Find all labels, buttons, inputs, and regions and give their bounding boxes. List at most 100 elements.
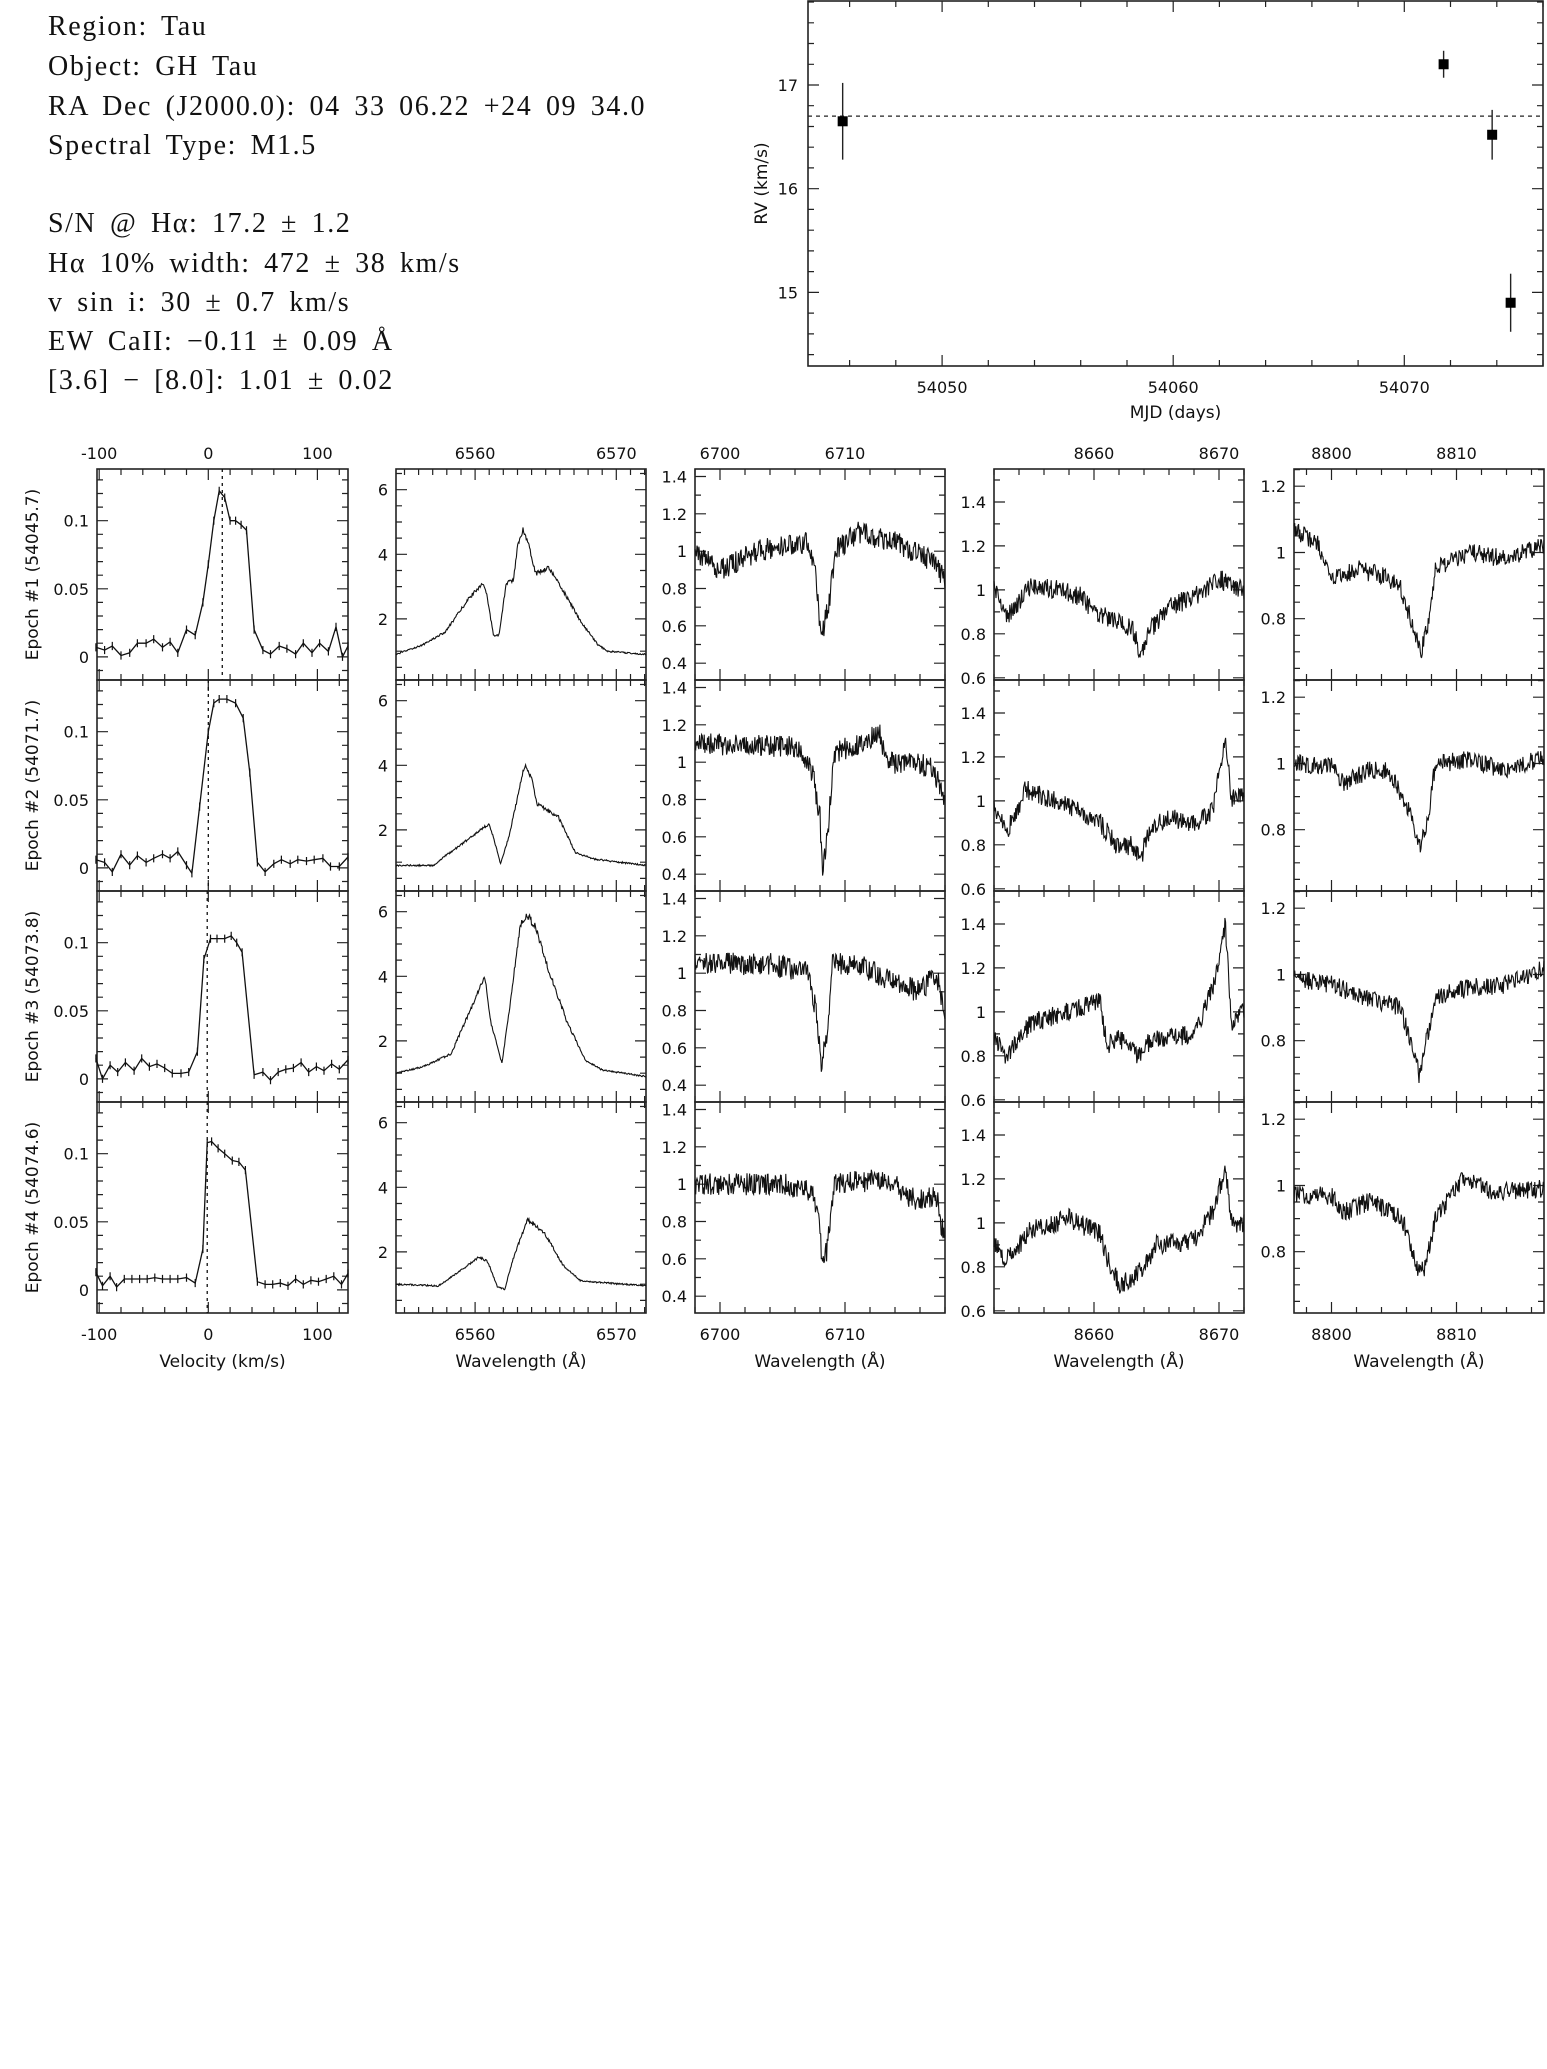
x-tick-label: 6700 — [700, 1325, 741, 1344]
spectrum-line — [395, 1216, 647, 1291]
info-ew-caii: EW CaII: −0.11 ± 0.09 Å — [48, 326, 394, 357]
data-point — [837, 116, 848, 127]
y-tick-label: 0 — [79, 1281, 89, 1300]
tick-marks — [97, 680, 348, 891]
panel-epoch4-col4: 0.6 0.8 1 1.2 1.4 8660 8670 Wavelength (Å) — [961, 1101, 1245, 1372]
x-tick-label-top: 8670 — [1199, 444, 1240, 463]
y-tick-label: 1 — [976, 1003, 986, 1022]
spectrum-line — [1293, 751, 1545, 853]
data-point — [1487, 129, 1498, 140]
y-tick-label: 0.8 — [662, 1002, 687, 1021]
info-sn: S/N @ Hα: 17.2 ± 1.2 — [48, 208, 352, 239]
y-tick-label: 0.8 — [662, 1213, 687, 1232]
spectrum-line — [1293, 960, 1545, 1084]
y-tick-label: 1 — [677, 542, 687, 561]
panel-epoch2-col1: 0 0.05 0.1 Epoch #2 (54071.7) — [23, 679, 349, 892]
tick-marks — [1294, 891, 1544, 1102]
y-tick-label: 1.2 — [1261, 899, 1286, 918]
plot-frame — [1293, 1101, 1545, 1314]
x-tick-label: 100 — [302, 1325, 333, 1344]
y-tick-label: 0.6 — [662, 1039, 687, 1058]
tick-marks — [1294, 680, 1544, 891]
tick-marks — [993, 680, 1245, 891]
x-tick-label-top: -100 — [81, 444, 117, 463]
spectrum-line — [694, 521, 946, 637]
x-tick-label: 54060 — [1148, 378, 1199, 397]
rv-chart: 54050 54060 54070 15 16 17 MJD (days) RV (km/s) — [752, 0, 1544, 423]
y-tick-label: 0.6 — [961, 1302, 986, 1321]
y-tick-label: 1.4 — [662, 678, 687, 697]
plot-frame — [1293, 468, 1545, 681]
y-tick-label: 1.4 — [662, 889, 687, 908]
y-tick-label: 1.2 — [1261, 688, 1286, 707]
y-tick-label: 1.2 — [1261, 477, 1286, 496]
info-region: Region: Tau — [48, 11, 208, 42]
x-axis-label: Wavelength (Å) — [754, 1350, 885, 1372]
y-tick-label: 0.6 — [662, 1250, 687, 1269]
tick-marks — [396, 1102, 646, 1313]
info-color: [3.6] − [8.0]: 1.01 ± 0.02 — [48, 365, 394, 396]
y-tick-label: 0.4 — [662, 1287, 687, 1306]
x-tick-label: 8670 — [1199, 1325, 1240, 1344]
y-tick-label: 0.1 — [64, 934, 89, 953]
x-tick-label: 8800 — [1311, 1325, 1352, 1344]
plot-frame — [993, 1101, 1245, 1314]
info-vsini: v sin i: 30 ± 0.7 km/s — [48, 287, 351, 318]
y-tick-label: 0.4 — [662, 654, 687, 673]
panel-epoch4-col2: 2 4 6 6560 6570 Wavelength (Å) — [378, 1101, 647, 1372]
plot-frame — [395, 468, 647, 681]
y-tick-label: 0.8 — [961, 625, 986, 644]
y-tick-label: 0.05 — [53, 791, 89, 810]
x-tick-label: 6570 — [596, 1325, 637, 1344]
velocity-profile — [95, 1140, 349, 1289]
y-tick-label: 2 — [378, 1032, 388, 1051]
plot-frame — [993, 468, 1245, 681]
plot-frame — [807, 0, 1544, 367]
tick-marks — [1294, 1102, 1544, 1313]
tick-marks — [97, 469, 348, 680]
y-tick-label: 0.8 — [1261, 610, 1286, 629]
spectrum-line — [993, 1165, 1245, 1294]
panel-epoch2-col5: 0.8 1 1.2 — [1261, 679, 1545, 892]
y-tick-label: 6 — [378, 692, 388, 711]
y-tick-label: 0.4 — [662, 1076, 687, 1095]
y-tick-label: 1 — [1276, 543, 1286, 562]
y-tick-label: 0.1 — [64, 512, 89, 531]
plot-frame — [395, 1101, 647, 1314]
y-tick-label: 1 — [976, 581, 986, 600]
spectrum-line — [395, 762, 647, 868]
y-tick-label: 0.8 — [1261, 1032, 1286, 1051]
panel-epoch2-col2: 2 4 6 — [378, 679, 647, 892]
plot-frame — [96, 1101, 349, 1314]
error-bars — [95, 695, 349, 878]
spectrum-line — [694, 952, 946, 1072]
data-point — [1438, 59, 1449, 70]
x-tick-label-top: 0 — [203, 444, 213, 463]
tick-marks — [396, 680, 646, 891]
plot-frame — [993, 679, 1245, 892]
tick-marks — [993, 1102, 1245, 1313]
tick-marks — [993, 891, 1245, 1102]
y-tick-label: 1 — [1276, 965, 1286, 984]
tick-marks — [396, 891, 646, 1102]
tick-marks — [808, 1, 1544, 366]
y-tick-label: 0.1 — [64, 1145, 89, 1164]
y-tick-label: 4 — [378, 756, 388, 775]
epoch-label: Epoch #1 (54045.7) — [23, 489, 43, 661]
tick-marks — [1294, 469, 1544, 680]
panel-epoch1-col1: 0 0.05 0.1 -100 0 100 Epoch #1 (54045.7) — [23, 444, 349, 681]
y-tick-label: 0.8 — [1261, 1243, 1286, 1262]
plot-frame — [694, 890, 946, 1103]
y-tick-label: 1.2 — [662, 716, 687, 735]
y-tick-label: 0.8 — [662, 791, 687, 810]
panel-epoch3-col3: 0.4 0.6 0.8 1 1.2 1.4 — [662, 889, 946, 1103]
y-tick-label: 1.2 — [1261, 1110, 1286, 1129]
x-tick-label: 8810 — [1436, 1325, 1477, 1344]
y-tick-label: 1 — [976, 1214, 986, 1233]
x-tick-label: 0 — [203, 1325, 213, 1344]
y-tick-label: 0.6 — [961, 669, 986, 688]
y-tick-label: 1.2 — [662, 927, 687, 946]
plot-frame — [395, 679, 647, 892]
y-tick-label: 1.2 — [662, 1138, 687, 1157]
panel-epoch3-col2: 2 4 6 — [378, 890, 647, 1103]
